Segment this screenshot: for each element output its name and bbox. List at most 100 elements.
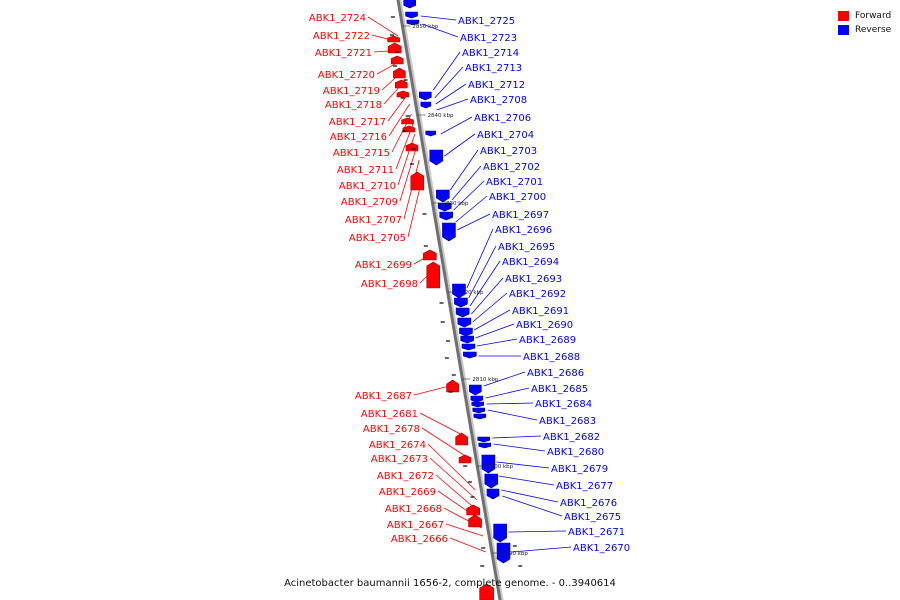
forward-label: Forward: [855, 11, 892, 21]
forward-gene-label: ABK1_2666: [391, 534, 448, 545]
forward-gene-label: ABK1_2710: [339, 181, 396, 192]
reverse-gene-label: ABK1_2704: [477, 130, 534, 141]
forward-gene-label: ABK1_2716: [330, 132, 387, 143]
reverse-gene-block: [455, 307, 470, 318]
scale-label: 2830 kbp: [443, 201, 469, 207]
forward-gene-block: [479, 583, 494, 600]
reverse-leader-line: [492, 435, 542, 439]
forward-gene-label: ABK1_2717: [329, 117, 386, 128]
reverse-gene-label: ABK1_2675: [564, 512, 621, 523]
forward-gene-label: ABK1_2715: [333, 148, 390, 159]
reverse-leader-line: [483, 371, 526, 387]
reverse-gene-block: [472, 407, 486, 414]
forward-gene-block: [401, 117, 414, 125]
reverse-gene-label: ABK1_2691: [512, 306, 569, 317]
reverse-leader-line: [475, 323, 515, 339]
reverse-leader-line: [498, 475, 555, 486]
forward-gene-label: ABK1_2711: [337, 165, 394, 176]
reverse-gene-block: [429, 149, 444, 166]
forward-leader-line: [421, 427, 471, 460]
reverse-gene-block: [406, 19, 420, 26]
reverse-label: Reverse: [855, 25, 892, 35]
scale-label: 2810 kbp: [472, 377, 498, 383]
forward-gene-block: [466, 504, 481, 516]
forward-gene-label: ABK1_2719: [323, 86, 380, 97]
reverse-leader-line: [436, 98, 469, 111]
reverse-gene-label: ABK1_2723: [460, 33, 517, 44]
reverse-gene-label: ABK1_2685: [531, 384, 588, 395]
reverse-gene-label: ABK1_2686: [527, 368, 584, 379]
reverse-gene-block: [454, 297, 468, 308]
reverse-leader-line: [421, 23, 459, 38]
reverse-swatch: [838, 25, 849, 35]
reverse-leader-line: [501, 489, 559, 503]
reverse-gene-block: [471, 401, 485, 408]
reverse-gene-block: [477, 436, 491, 443]
forward-gene-label: ABK1_2678: [363, 424, 420, 435]
forward-gene-block: [468, 514, 482, 528]
reverse-gene-block: [496, 542, 511, 564]
reverse-gene-label: ABK1_2712: [468, 80, 525, 91]
reverse-leader-line: [485, 387, 530, 399]
reverse-gene-label: ABK1_2684: [535, 399, 592, 410]
reverse-gene-label: ABK1_2670: [573, 543, 630, 554]
forward-gene-block: [393, 67, 406, 79]
forward-gene-block: [394, 79, 408, 89]
reverse-gene-block: [452, 283, 466, 299]
forward-gene-label: ABK1_2707: [345, 215, 402, 226]
forward-gene-block: [387, 42, 402, 54]
legend: Forward Reverse: [838, 9, 891, 37]
genome-backbone: [396, 0, 504, 600]
reverse-leader-line: [453, 180, 485, 211]
backbone-shadow: [398, 0, 504, 600]
reverse-leader-line: [476, 338, 518, 347]
reverse-gene-label: ABK1_2713: [465, 63, 522, 74]
forward-leader-line: [449, 537, 486, 553]
reverse-gene-label: ABK1_2700: [489, 192, 546, 203]
reverse-leader-line: [444, 133, 476, 157]
scale-label: 2790 kbp: [502, 551, 528, 557]
reverse-gene-label: ABK1_2692: [509, 289, 566, 300]
reverse-leader-line: [493, 443, 546, 452]
reverse-gene-label: ABK1_2714: [462, 48, 519, 59]
forward-leader-line: [419, 412, 467, 438]
reverse-gene-block: [442, 222, 456, 242]
forward-gene-block: [426, 261, 441, 289]
reverse-gene-block: [473, 413, 487, 420]
reverse-gene-block: [436, 189, 450, 203]
forward-gene-label: ABK1_2667: [387, 520, 444, 531]
forward-gene-block: [458, 454, 472, 464]
gene-features: [387, 0, 511, 600]
reverse-gene-block: [493, 523, 507, 543]
reverse-gene-block: [459, 327, 473, 337]
reverse-gene-block: [463, 351, 477, 359]
reverse-leader-line: [456, 213, 491, 231]
reverse-gene-label: ABK1_2680: [547, 447, 604, 458]
reverse-gene-label: ABK1_2696: [495, 225, 552, 236]
legend-reverse: Reverse: [838, 23, 891, 37]
reverse-gene-block: [419, 91, 432, 101]
forward-gene-block: [396, 90, 410, 98]
reverse-gene-block: [403, 0, 416, 9]
reverse-gene-label: ABK1_2671: [568, 527, 625, 538]
forward-gene-label: ABK1_2669: [379, 487, 436, 498]
forward-gene-label: ABK1_2698: [361, 279, 418, 290]
reverse-leader-line: [471, 277, 504, 315]
reverse-gene-block: [405, 11, 418, 19]
forward-gene-label: ABK1_2709: [341, 197, 398, 208]
reverse-gene-block: [468, 384, 482, 396]
reverse-gene-block: [478, 442, 492, 449]
forward-gene-label: ABK1_2705: [349, 233, 406, 244]
reverse-gene-label: ABK1_2682: [543, 432, 600, 443]
forward-gene-label: ABK1_2668: [385, 504, 442, 515]
reverse-gene-block: [439, 211, 454, 221]
reverse-gene-label: ABK1_2703: [480, 146, 537, 157]
forward-leader-line: [429, 457, 478, 501]
reverse-leader-line: [440, 116, 473, 135]
forward-leader-line: [387, 93, 409, 122]
reverse-leader-line: [432, 51, 461, 91]
forward-leader-line: [397, 133, 416, 186]
reverse-gene-label: ABK1_2695: [498, 242, 555, 253]
scale-label: 2820 kbp: [458, 290, 484, 296]
